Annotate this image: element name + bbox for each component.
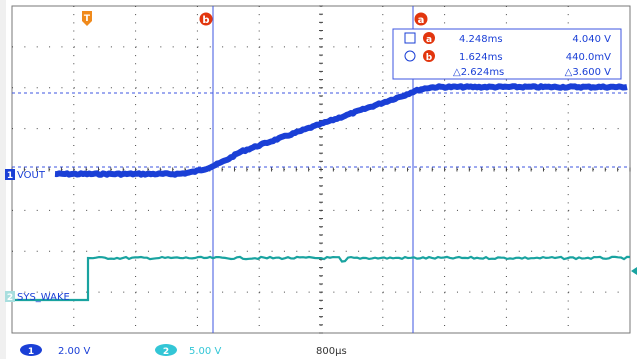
ch2-waveform <box>14 255 631 302</box>
cursor-a-marker[interactable]: a <box>414 12 428 27</box>
ch2-level-marker-number: 2 <box>7 293 13 303</box>
ch1-level-marker-number: 1 <box>7 171 13 181</box>
delta-time: △2.624ms <box>453 67 504 78</box>
timebase: 800µs <box>316 346 347 357</box>
ch1-label: VOUT <box>17 170 46 181</box>
cursor-b-marker-label: b <box>202 15 209 26</box>
ch2-level-marker[interactable]: 2 <box>5 291 15 303</box>
ch2-scale-badge-number: 2 <box>163 347 169 357</box>
cursor-a-marker-label: a <box>418 15 425 26</box>
cursor-b-marker[interactable]: b <box>199 12 213 27</box>
cursor-b-badge-label: b <box>426 53 433 63</box>
cursor-b-voltage: 440.0mV <box>566 52 611 63</box>
cursor-a-badge-label: a <box>426 35 432 45</box>
cursor-b-time: 1.624ms <box>459 52 503 63</box>
trigger-marker-label: T <box>84 14 91 24</box>
screen-left-edge <box>0 0 6 359</box>
ch2-scale-badge[interactable]: 2 <box>155 344 177 357</box>
ch1-level-marker[interactable]: 1 <box>5 169 15 181</box>
status-bar: 1 2.00 V 2 5.00 V 800µs <box>20 344 347 357</box>
ch1-scale: 2.00 V <box>58 346 90 357</box>
ch2-offscreen-arrow-icon <box>631 267 637 275</box>
ch1-scale-badge[interactable]: 1 <box>20 344 42 357</box>
ch2-label: SYS_WAKE <box>17 292 70 303</box>
cursor-a-time: 4.248ms <box>459 34 503 45</box>
cursor-readout: a 4.248ms 4.040 V b 1.624ms 440.0mV △2.6… <box>392 28 622 80</box>
cursor-a-square-icon <box>404 32 416 44</box>
trigger-marker[interactable]: T <box>82 11 92 26</box>
delta-voltage: △3.600 V <box>565 67 611 78</box>
cursor-a-badge-icon <box>423 32 435 44</box>
ch2-scale: 5.00 V <box>189 346 221 357</box>
ch1-scale-badge-number: 1 <box>28 347 34 357</box>
cursor-b-badge-icon <box>423 50 435 62</box>
ch1-waveform <box>54 83 628 178</box>
cursor-b-circle-icon <box>404 50 416 62</box>
cursor-a-voltage: 4.040 V <box>572 34 611 45</box>
